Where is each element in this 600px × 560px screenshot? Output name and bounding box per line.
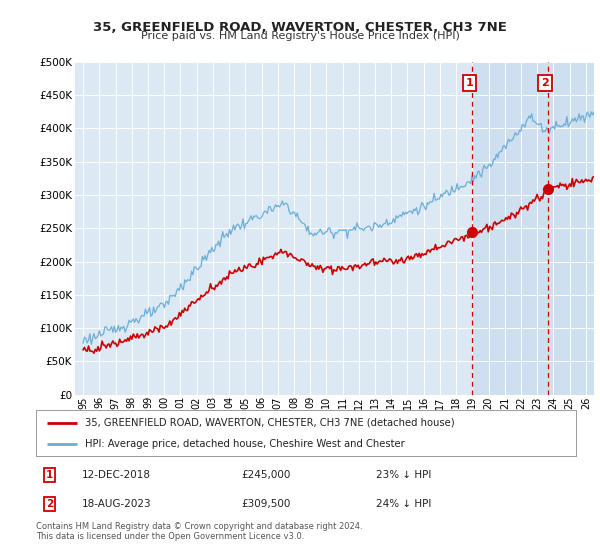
Text: 1: 1: [466, 78, 473, 88]
Text: £309,500: £309,500: [241, 499, 290, 509]
Text: HPI: Average price, detached house, Cheshire West and Chester: HPI: Average price, detached house, Ches…: [85, 439, 404, 449]
Text: Contains HM Land Registry data © Crown copyright and database right 2024.
This d: Contains HM Land Registry data © Crown c…: [36, 522, 362, 542]
Text: 23% ↓ HPI: 23% ↓ HPI: [376, 470, 431, 480]
Text: 35, GREENFIELD ROAD, WAVERTON, CHESTER, CH3 7NE: 35, GREENFIELD ROAD, WAVERTON, CHESTER, …: [93, 21, 507, 34]
Text: 12-DEC-2018: 12-DEC-2018: [82, 470, 151, 480]
Text: 35, GREENFIELD ROAD, WAVERTON, CHESTER, CH3 7NE (detached house): 35, GREENFIELD ROAD, WAVERTON, CHESTER, …: [85, 418, 454, 428]
Text: 2: 2: [46, 499, 53, 509]
Text: 24% ↓ HPI: 24% ↓ HPI: [376, 499, 431, 509]
Text: 18-AUG-2023: 18-AUG-2023: [82, 499, 152, 509]
Bar: [472, 62, 600, 395]
Text: Price paid vs. HM Land Registry's House Price Index (HPI): Price paid vs. HM Land Registry's House …: [140, 31, 460, 41]
Text: 1: 1: [46, 470, 53, 480]
Text: £245,000: £245,000: [241, 470, 290, 480]
Text: 2: 2: [541, 78, 549, 88]
